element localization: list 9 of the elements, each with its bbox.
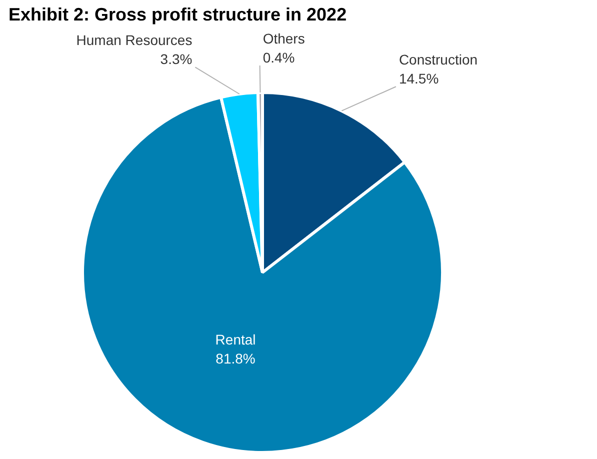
- slice-label: Others: [262, 30, 305, 46]
- data-label: 0.4%: [262, 50, 295, 66]
- slice-label: Construction: [398, 51, 478, 68]
- chart-title: Exhibit 2: Gross profit structure in 2022: [8, 4, 347, 24]
- slice-label: Rental: [215, 331, 256, 348]
- data-label: 14.5%: [398, 70, 439, 87]
- data-label: 3.3%: [160, 51, 192, 68]
- data-label: 81.8%: [216, 350, 256, 366]
- slice-label: Human Resources: [76, 32, 192, 48]
